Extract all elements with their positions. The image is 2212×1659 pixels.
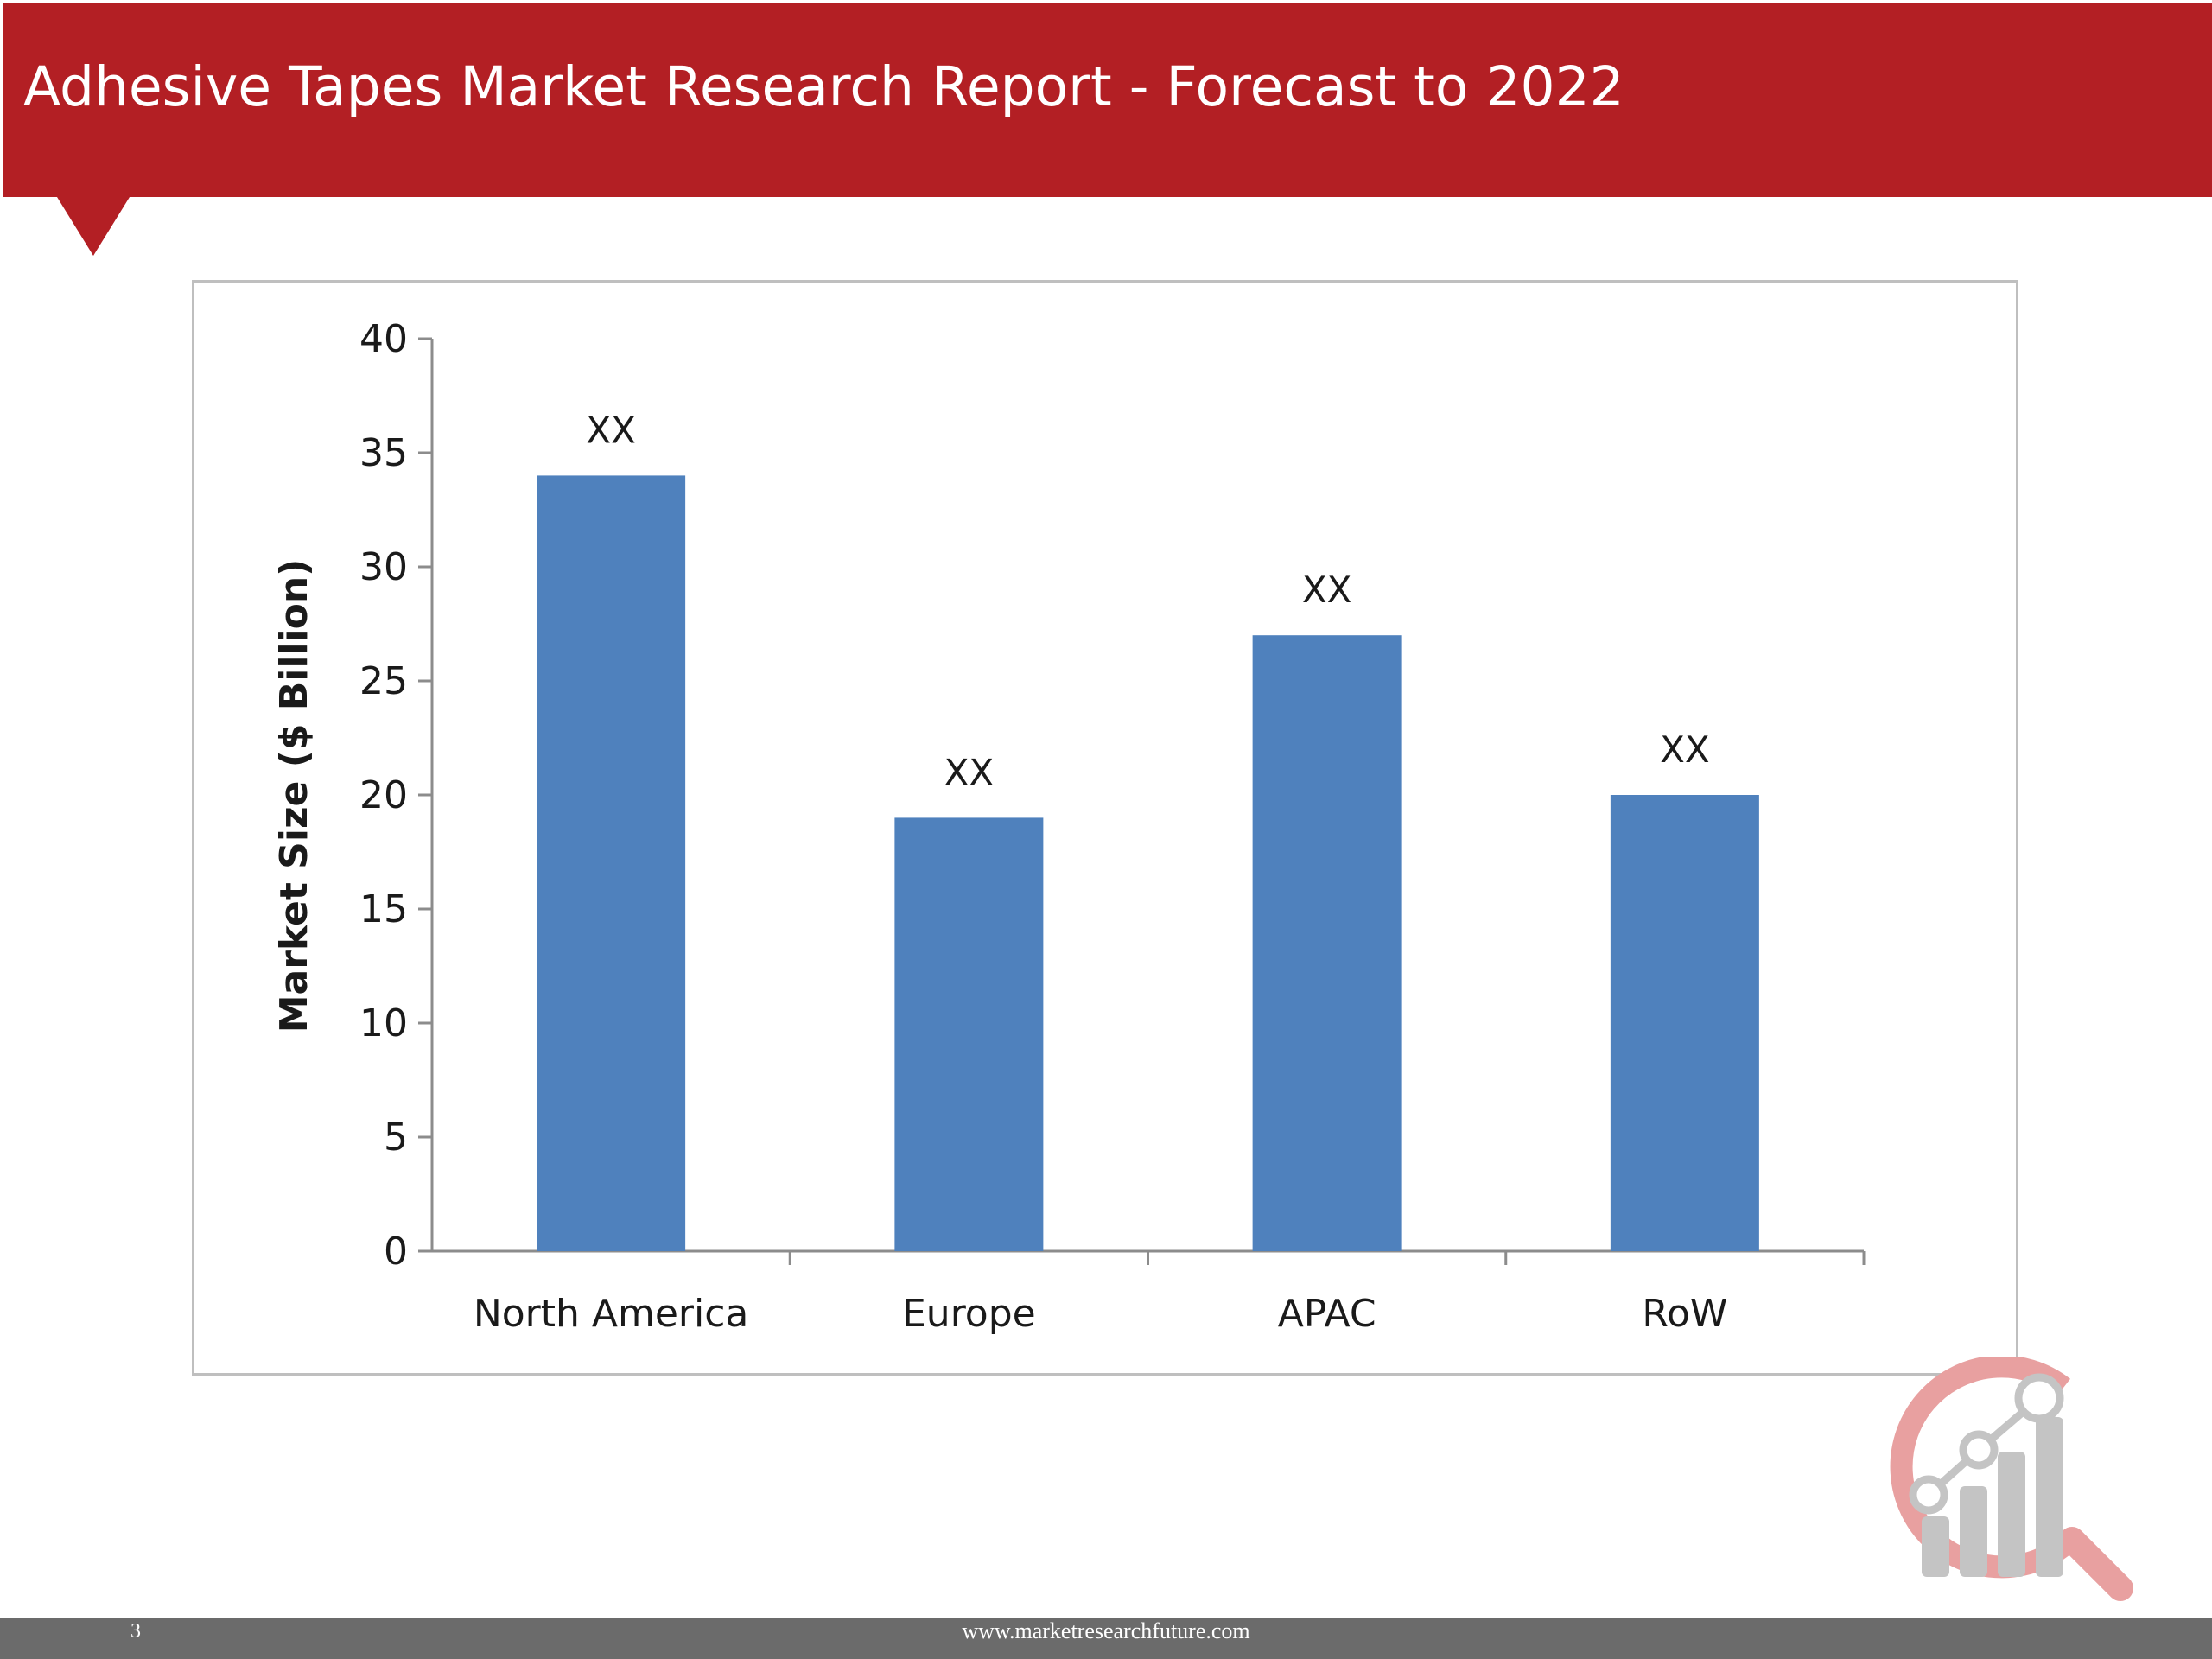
bar-europe bbox=[894, 817, 1044, 1251]
data-labels: XX XX XX XX bbox=[586, 409, 1709, 793]
data-label: XX bbox=[586, 409, 636, 451]
y-tick-label: 0 bbox=[384, 1230, 408, 1274]
y-tick-label: 20 bbox=[359, 773, 408, 817]
bar-chart: 0 5 10 15 20 25 30 35 40 North America Europe APAC… bbox=[272, 317, 1866, 1336]
y-tick-label: 25 bbox=[359, 659, 408, 703]
x-category-label: RoW bbox=[1642, 1292, 1727, 1336]
magnifier-handle-icon bbox=[2059, 1527, 2133, 1601]
header-banner bbox=[3, 3, 2212, 197]
data-label: XX bbox=[1660, 728, 1710, 771]
logo-bar-1 bbox=[1922, 1516, 1949, 1577]
x-category-label: APAC bbox=[1278, 1292, 1376, 1336]
y-axis: 0 5 10 15 20 25 30 35 40 bbox=[359, 317, 434, 1274]
bar-apac bbox=[1252, 635, 1402, 1251]
x-axis: North America Europe APAC RoW bbox=[432, 1249, 1866, 1336]
footer-bar bbox=[0, 1618, 2212, 1659]
logo-node-1 bbox=[1909, 1475, 1948, 1515]
y-tick-label: 30 bbox=[359, 545, 408, 589]
x-category-label: Europe bbox=[902, 1292, 1036, 1336]
bar-north-america bbox=[537, 475, 686, 1251]
logo-bar-2 bbox=[1960, 1486, 1987, 1577]
logo-node-3 bbox=[2014, 1373, 2064, 1423]
bar-row bbox=[1610, 795, 1759, 1251]
y-tick-label: 40 bbox=[359, 317, 408, 361]
logo-node-2 bbox=[1959, 1430, 1999, 1470]
header-pointer bbox=[57, 197, 130, 256]
data-label: XX bbox=[944, 751, 995, 793]
y-tick-label: 5 bbox=[384, 1116, 408, 1160]
footer-url[interactable]: www.marketresearchfuture.com bbox=[962, 1618, 1250, 1643]
y-tick-label: 15 bbox=[359, 887, 408, 931]
x-category-label: North America bbox=[474, 1292, 749, 1336]
y-tick-label: 35 bbox=[359, 431, 408, 475]
page-title: Adhesive Tapes Market Research Report - … bbox=[23, 55, 1624, 118]
marketresearchfuture-logo bbox=[1890, 1357, 2133, 1601]
page-number: 3 bbox=[130, 1620, 141, 1643]
logo-bar-4 bbox=[2036, 1417, 2063, 1577]
chart-frame: 0 5 10 15 20 25 30 35 40 North America Europe APAC… bbox=[192, 280, 2018, 1376]
bars bbox=[537, 475, 1759, 1251]
y-axis-title: Market Size ($ Billion) bbox=[272, 559, 316, 1033]
logo-bar-3 bbox=[1998, 1452, 2025, 1577]
data-label: XX bbox=[1302, 569, 1352, 611]
y-tick-label: 10 bbox=[359, 1001, 408, 1046]
